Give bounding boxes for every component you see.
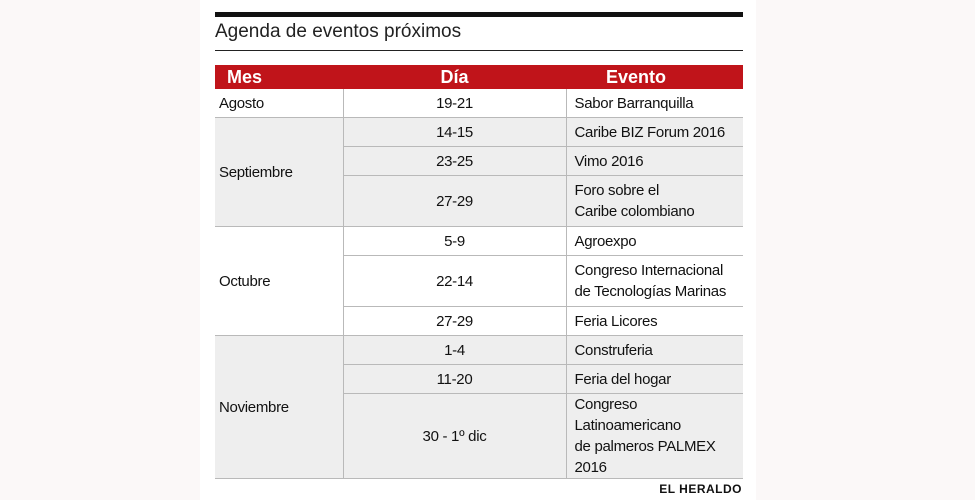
table-row: 23-25 Vimo 2016 <box>215 146 743 176</box>
event-cell: Congreso Internacional de Tecnologías Ma… <box>566 255 743 307</box>
source-credit: EL HERALDO <box>659 482 742 496</box>
day-cell: 11-20 <box>343 364 567 394</box>
day-cell: 23-25 <box>343 146 567 176</box>
month-cell: Septiembre <box>215 117 344 227</box>
table-row: Agosto 19-21 Sabor Barranquilla <box>215 89 743 118</box>
top-rule <box>215 12 743 17</box>
table-row: 27-29 Foro sobre el Caribe colombiano <box>215 175 743 227</box>
table-row: Noviembre 1-4 Construferia <box>215 335 743 479</box>
title-divider <box>215 50 743 51</box>
table-row: 11-20 Feria del hogar <box>215 364 743 394</box>
column-header-mes: Mes <box>215 65 343 89</box>
event-cell: Caribe BIZ Forum 2016 <box>566 117 743 147</box>
table-row: Octubre 5-9 Agroexpo <box>215 226 743 336</box>
day-cell: 5-9 <box>343 226 567 256</box>
event-cell: Agroexpo <box>566 226 743 256</box>
event-cell: Construferia <box>566 335 743 365</box>
event-cell: Sabor Barranquilla <box>566 89 743 118</box>
event-cell: Feria del hogar <box>566 364 743 394</box>
day-cell: 1-4 <box>343 335 567 365</box>
day-cell: 27-29 <box>343 175 567 227</box>
day-cell: 14-15 <box>343 117 567 147</box>
column-header-dia: Día <box>343 65 566 89</box>
infographic-panel: Agenda de eventos próximos Mes Día Event… <box>200 0 756 500</box>
event-cell: Vimo 2016 <box>566 146 743 176</box>
day-cell: 27-29 <box>343 306 567 336</box>
day-cell: 30 - 1º dic <box>343 393 567 479</box>
event-cell: Foro sobre el Caribe colombiano <box>566 175 743 227</box>
day-cell: 19-21 <box>343 89 567 118</box>
month-cell: Octubre <box>215 226 344 336</box>
event-cell: Feria Licores <box>566 306 743 336</box>
table-row: Septiembre 14-15 Caribe BIZ Forum 2016 <box>215 117 743 227</box>
events-table: Mes Día Evento Agosto 19-21 Sabor Barran… <box>215 65 743 479</box>
page-title: Agenda de eventos próximos <box>215 21 462 42</box>
table-row: 30 - 1º dic Congreso Latinoamericano de … <box>215 393 743 479</box>
table-row: 22-14 Congreso Internacional de Tecnolog… <box>215 255 743 307</box>
month-cell: Agosto <box>215 89 344 118</box>
event-cell: Congreso Latinoamericano de palmeros PAL… <box>566 393 743 479</box>
month-cell: Noviembre <box>215 335 344 479</box>
column-header-evento: Evento <box>566 65 743 89</box>
table-header-row: Mes Día Evento <box>215 65 743 89</box>
table-row: 27-29 Feria Licores <box>215 306 743 336</box>
day-cell: 22-14 <box>343 255 567 307</box>
